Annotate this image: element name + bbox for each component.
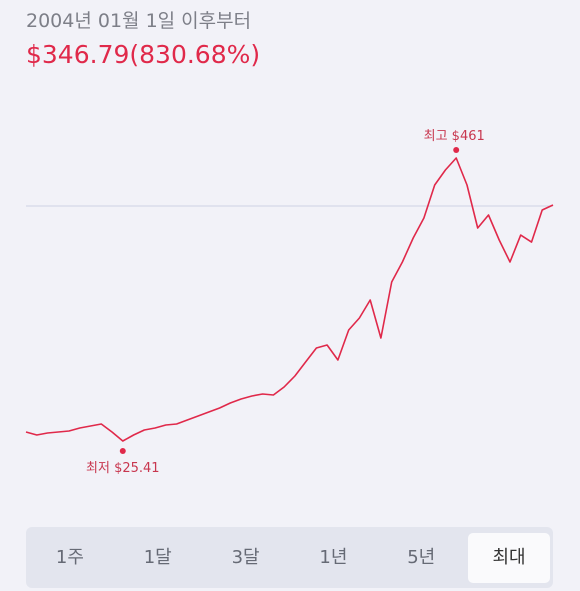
low-dot	[119, 448, 126, 454]
range-button[interactable]: 1년	[319, 546, 348, 568]
range-button[interactable]: 1주	[55, 546, 84, 568]
subtitle: 2004년 01월 1일 이후부터	[26, 10, 252, 32]
range-button[interactable]: 3달	[231, 546, 260, 568]
chart: 최고 $461 최저 $25.41	[25, 129, 554, 476]
price: $346.79(830.68%)	[26, 40, 261, 69]
range-button[interactable]: 5년	[407, 546, 436, 568]
range-button[interactable]: 최대	[468, 532, 550, 583]
price-line	[25, 157, 554, 442]
high-label: 최고 $461	[424, 129, 485, 144]
range-button[interactable]: 1달	[143, 546, 172, 568]
high-dot	[453, 147, 460, 153]
range-selector: 1주 1달 3달 1년 5년 최대	[26, 527, 553, 588]
low-label: 최저 $25.41	[86, 461, 160, 476]
